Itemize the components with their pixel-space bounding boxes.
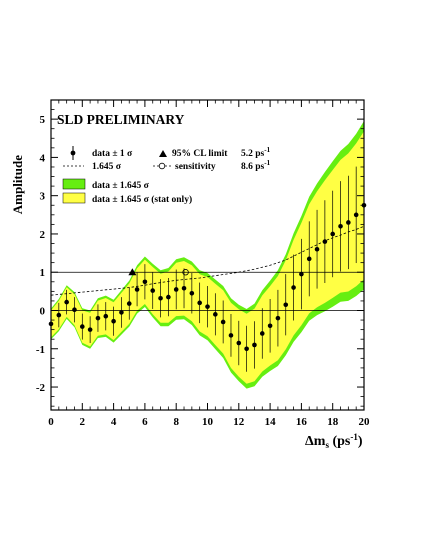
dashed-curve: [50, 225, 365, 296]
x-tick-label: 16: [296, 416, 308, 428]
data-point: [197, 300, 202, 306]
data-point: [181, 285, 187, 291]
legend-limit-label: 95% CL limit: [172, 149, 228, 159]
data-point: [330, 231, 336, 237]
x-tick-label: 2: [80, 416, 86, 428]
data-point: [111, 318, 116, 324]
legend-band-stat-label: data ± 1.645 σ (stat only): [92, 194, 192, 205]
data-point: [150, 288, 156, 293]
x-tick-label: 4: [111, 416, 117, 428]
x-tick-label: 6: [142, 416, 148, 428]
data-point: [220, 319, 226, 325]
data-point: [158, 295, 163, 301]
data-point: [95, 315, 101, 321]
legend-data-label: data ± 1 σ: [92, 149, 133, 159]
data-point: [267, 323, 273, 329]
chart-title: SLD PRELIMINARY: [57, 112, 185, 127]
legend-sens-label: sensitivity: [175, 162, 216, 172]
x-tick-label: 14: [265, 416, 277, 428]
data-points: [48, 202, 367, 352]
y-tick-label: -2: [36, 382, 46, 394]
legend-limit-value: 5.2 ps-1: [241, 146, 271, 159]
x-tick-label: 12: [233, 416, 245, 428]
data-point: [103, 313, 109, 319]
data-point: [275, 315, 281, 321]
data-point: [189, 290, 195, 296]
sensitivity-marker: [182, 269, 189, 276]
data-point: [291, 285, 296, 290]
data-point: [56, 312, 62, 318]
data-point: [306, 256, 312, 262]
y-tick-label: -1: [36, 344, 45, 356]
x-tick-label: 18: [327, 416, 339, 428]
data-point: [322, 239, 328, 244]
data-point: [166, 294, 171, 300]
x-tick-label: 0: [48, 416, 54, 428]
cl-limit-marker: [128, 268, 137, 276]
data-point: [228, 333, 234, 338]
legend-triangle-icon: [159, 150, 167, 157]
data-point: [64, 299, 69, 305]
data-point: [213, 312, 218, 317]
data-point: [173, 287, 179, 292]
data-point: [252, 342, 257, 348]
legend: data ± 1 σ 1.645 σ 95% CL limit 5.2 ps-1…: [62, 146, 271, 205]
x-tick-label: 10: [202, 416, 214, 428]
y-tick-label: 4: [40, 152, 46, 164]
data-point: [236, 340, 242, 346]
legend-band-full-swatch: [62, 178, 86, 190]
data-point: [126, 301, 132, 306]
legend-point-icon: [70, 150, 76, 156]
data-point: [142, 279, 148, 285]
y-tick-label: 5: [40, 114, 46, 126]
data-point: [314, 246, 320, 252]
x-tick-label: 8: [173, 416, 179, 428]
x-axis-label: Δms (ps-1): [305, 432, 363, 450]
y-axis-label: Amplitude: [10, 155, 25, 214]
y-tick-label: 1: [40, 267, 46, 279]
y-tick-label: 2: [40, 229, 46, 241]
y-tick-label: 0: [40, 305, 46, 317]
data-point: [346, 220, 351, 225]
data-point: [338, 223, 343, 229]
legend-band-full-label: data ± 1.645 σ: [92, 181, 150, 191]
data-point: [72, 307, 77, 313]
data-point: [134, 287, 140, 292]
legend-dashed-label: 1.645 σ: [92, 162, 122, 172]
x-tick-label: 20: [359, 416, 371, 428]
legend-sens-value: 8.6 ps-1: [241, 159, 271, 172]
data-point: [244, 346, 249, 352]
data-point: [353, 212, 359, 218]
data-point: [205, 304, 210, 309]
legend-band-stat-swatch: [62, 192, 86, 204]
data-point: [80, 324, 85, 329]
data-point: [259, 331, 265, 336]
sigma-1645-curve: [50, 225, 365, 296]
legend-open-circle-icon: [158, 162, 166, 170]
data-point: [283, 302, 289, 308]
data-point: [87, 327, 93, 332]
data-point: [299, 271, 304, 277]
limit-markers: [128, 268, 189, 276]
data-point: [119, 310, 124, 315]
y-tick-label: 3: [40, 191, 46, 203]
